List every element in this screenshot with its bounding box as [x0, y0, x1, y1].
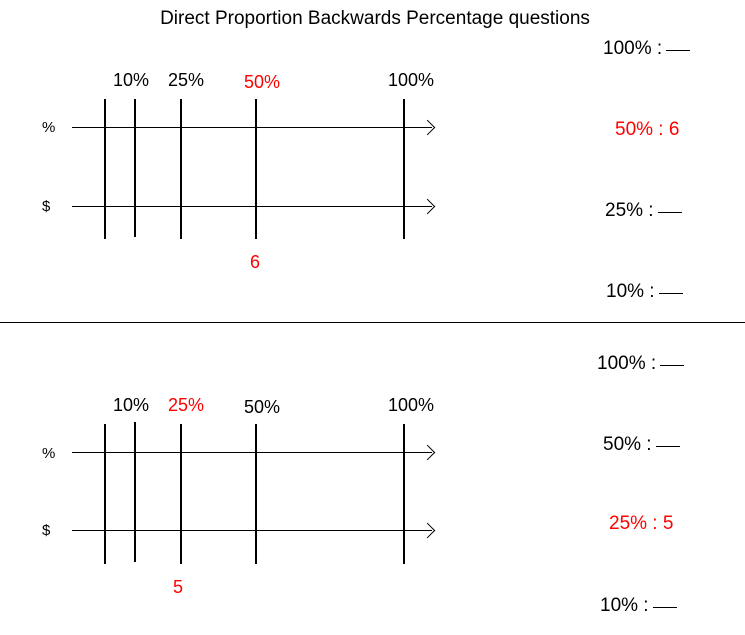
p2-dollar-line: [72, 530, 432, 531]
p2-answer-100[interactable]: 100% :: [597, 353, 685, 375]
p1-tick-10: [134, 99, 136, 237]
p2-tick-25: [180, 424, 182, 564]
p1-blank-10: [658, 293, 683, 294]
p1-answer-25[interactable]: 25% :: [605, 200, 682, 222]
p1-label-100: 100%: [388, 70, 435, 90]
p2-blank-100: [660, 365, 685, 366]
p1-given-value: 6: [250, 252, 261, 272]
p1-dollar-arrow-icon: [419, 198, 436, 215]
p1-tick-0: [104, 99, 106, 239]
p2-tick-100: [403, 424, 405, 564]
p1-answer-100[interactable]: 100% :: [603, 38, 691, 60]
p2-answer-10[interactable]: 10% :: [600, 595, 677, 617]
p1-answer-10[interactable]: 10% :: [606, 281, 683, 303]
p1-tick-25: [180, 99, 182, 239]
p2-given-value: 5: [173, 577, 184, 597]
p1-tick-50: [255, 99, 257, 239]
p2-percent-line: [72, 452, 432, 453]
p2-blank-10: [652, 607, 677, 608]
p1-dollar-line: [72, 206, 432, 207]
page-title: Direct Proportion Backwards Percentage q…: [160, 8, 590, 29]
p1-tick-100: [403, 99, 405, 239]
p2-label-100: 100%: [388, 395, 435, 415]
p2-label-10: 10%: [113, 395, 150, 415]
p2-label-50: 50%: [244, 397, 281, 417]
p2-answer-50[interactable]: 50% :: [603, 434, 680, 456]
p1-label-10: 10%: [113, 70, 150, 90]
p2-blank-50: [655, 446, 680, 447]
p1-answer-50: 50% : 6: [615, 119, 680, 140]
p2-tick-50: [255, 424, 257, 564]
p1-label-50: 50%: [244, 72, 281, 92]
p1-blank-100: [666, 50, 691, 51]
p1-blank-25: [657, 212, 682, 213]
p1-label-25: 25%: [168, 70, 205, 90]
p2-tick-0: [104, 424, 106, 564]
section-divider: [0, 322, 745, 323]
p1-percent-arrow-icon: [419, 119, 436, 136]
p2-percent-arrow-icon: [419, 444, 436, 461]
p2-answer-25: 25% : 5: [609, 513, 674, 534]
p2-dollar-arrow-icon: [419, 522, 436, 539]
p1-percent-line: [72, 127, 432, 128]
p2-label-25: 25%: [168, 395, 205, 415]
p2-percent-axis-label: %: [42, 445, 56, 462]
p1-dollar-axis-label: $: [42, 198, 51, 215]
p2-dollar-axis-label: $: [42, 522, 51, 539]
p1-percent-axis-label: %: [42, 119, 56, 136]
p2-tick-10: [134, 422, 136, 562]
